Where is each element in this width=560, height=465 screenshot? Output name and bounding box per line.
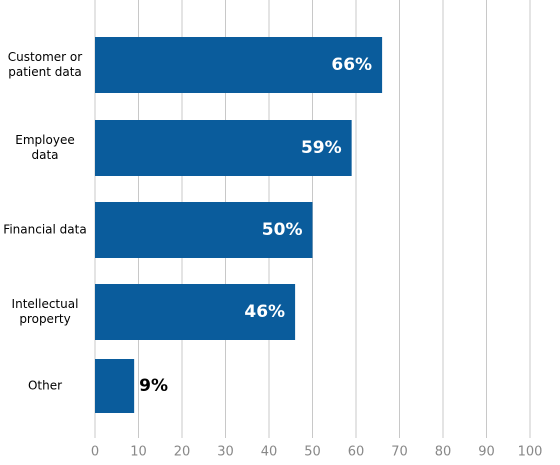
bar — [95, 37, 383, 93]
y-tick-label: Other — [27, 378, 63, 393]
x-tick-label: 100 — [518, 445, 543, 460]
bar — [95, 202, 313, 258]
x-tick-label: 80 — [435, 445, 452, 460]
x-tick-label: 60 — [348, 445, 365, 460]
x-tick-label: 90 — [478, 445, 495, 460]
value-label: 46% — [244, 302, 285, 322]
x-tick-label: 30 — [217, 445, 234, 460]
y-tick-label: Financial data — [3, 222, 87, 237]
bar — [95, 359, 135, 413]
x-tick-label: 70 — [391, 445, 408, 460]
bar — [95, 284, 296, 340]
value-label: 66% — [331, 55, 372, 75]
y-tick-label: Intellectual property — [11, 297, 79, 326]
bar — [95, 120, 352, 176]
x-tick-label: 0 — [91, 445, 99, 460]
x-tick-label: 10 — [130, 445, 147, 460]
y-tick-label: Employee data — [15, 133, 75, 162]
value-label: 9% — [139, 376, 168, 396]
y-tick-label: Customer or patient data — [7, 50, 83, 79]
value-label: 59% — [301, 138, 342, 158]
value-label: 50% — [262, 220, 303, 240]
x-tick-label: 40 — [261, 445, 278, 460]
x-tick-label: 20 — [174, 445, 191, 460]
x-tick-label: 50 — [304, 445, 321, 460]
